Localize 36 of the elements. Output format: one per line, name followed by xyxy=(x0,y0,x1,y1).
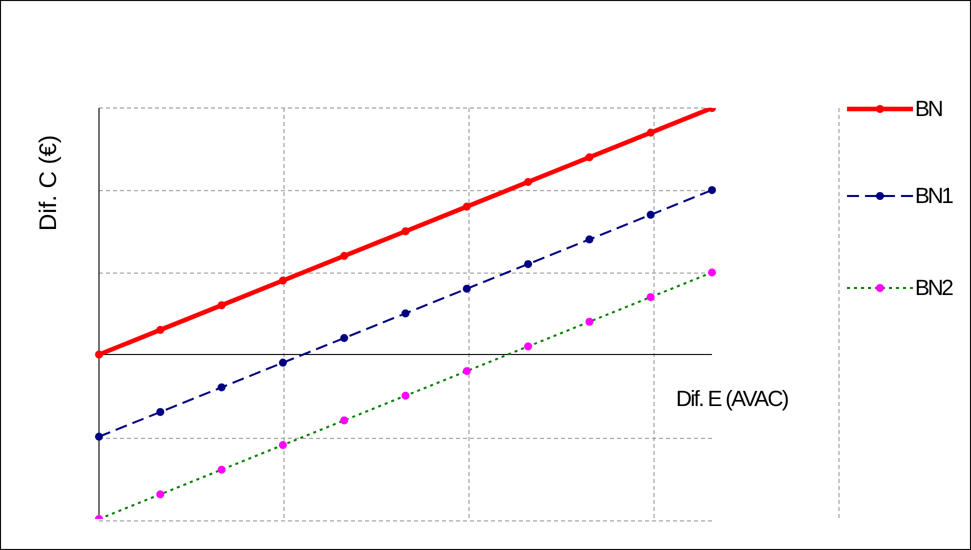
point xyxy=(462,202,471,211)
point xyxy=(462,284,471,293)
point xyxy=(646,128,655,137)
point xyxy=(402,392,410,400)
point xyxy=(278,276,287,285)
point xyxy=(340,416,348,424)
point xyxy=(646,210,655,219)
point xyxy=(95,432,103,441)
point xyxy=(462,367,471,376)
point xyxy=(708,268,716,276)
x-axis-title: Dif. E (AVAC) xyxy=(676,386,788,412)
point xyxy=(524,178,532,186)
point xyxy=(524,260,532,268)
point xyxy=(585,318,594,326)
point xyxy=(278,358,287,367)
point xyxy=(708,186,716,194)
point xyxy=(218,466,226,474)
point xyxy=(340,334,348,342)
point xyxy=(402,309,410,318)
point xyxy=(156,408,164,416)
legend-label: BN1 xyxy=(915,182,952,208)
point xyxy=(402,227,410,236)
point xyxy=(340,252,348,260)
legend-label: BN2 xyxy=(915,275,952,302)
point xyxy=(278,441,287,450)
point xyxy=(524,342,532,350)
point xyxy=(95,350,103,359)
point xyxy=(156,490,164,498)
point xyxy=(156,326,164,334)
point xyxy=(585,153,594,162)
point xyxy=(646,293,655,302)
point xyxy=(218,301,226,310)
y-axis-title: Dif. C (€) xyxy=(35,135,63,231)
point xyxy=(218,383,226,392)
point xyxy=(585,235,594,244)
legend-label: BN xyxy=(915,96,942,122)
